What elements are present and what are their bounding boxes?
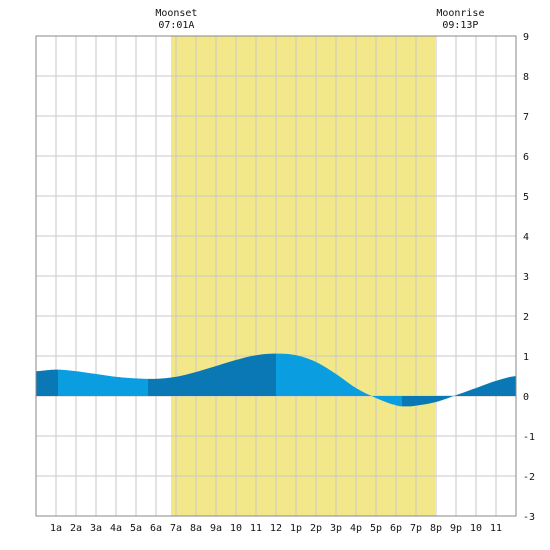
- x-tick-label: 7a: [170, 523, 182, 534]
- tide-band-dark: [402, 376, 516, 407]
- x-tick-label: 8a: [190, 523, 202, 534]
- x-tick-label: 6a: [150, 523, 162, 534]
- x-tick-label: 6p: [390, 523, 402, 534]
- y-tick-label: 3: [523, 272, 529, 283]
- x-tick-label: 1a: [50, 523, 62, 534]
- annotation-time: 07:01A: [158, 20, 194, 31]
- annotation-time: 09:13P: [442, 20, 478, 31]
- annotation-label: Moonrise: [436, 8, 484, 19]
- y-tick-label: 4: [523, 232, 529, 243]
- x-tick-label: 5a: [130, 523, 142, 534]
- x-axis-tick-labels: 1a 2a 3a 4a 5a 6a 7a 8a 9a 10 11 12 1p 2p 3p 4p 5p 6p 7p 8p…: [50, 523, 502, 534]
- plot-frame: [35, 35, 517, 517]
- y-tick-label: 5: [523, 192, 529, 203]
- x-tick-label: 2a: [70, 523, 82, 534]
- y-tick-label: 0: [523, 392, 529, 403]
- y-tick-label: -3: [523, 512, 535, 523]
- y-tick-label: 6: [523, 152, 529, 163]
- x-tick-label: 10: [470, 523, 482, 534]
- tide-band-light: [276, 353, 402, 407]
- x-tick-label: 9a: [210, 523, 222, 534]
- x-tick-label: 12: [270, 523, 282, 534]
- x-tick-label: 7p: [410, 523, 422, 534]
- y-tick-label: 1: [523, 352, 529, 363]
- x-tick-label: 3p: [330, 523, 342, 534]
- x-tick-label: 1p: [290, 523, 302, 534]
- tide-band-light: [58, 369, 148, 396]
- annotation-label: Moonset: [155, 8, 197, 19]
- grid: [36, 36, 516, 516]
- y-tick-label: 9: [523, 32, 529, 43]
- y-tick-label: 2: [523, 312, 529, 323]
- x-tick-label: 9p: [450, 523, 462, 534]
- x-tick-label: 2p: [310, 523, 322, 534]
- x-tick-label: 5p: [370, 523, 382, 534]
- y-tick-label: -2: [523, 472, 535, 483]
- x-tick-label: 3a: [90, 523, 102, 534]
- y-tick-label: 7: [523, 112, 529, 123]
- x-tick-label: 11: [250, 523, 262, 534]
- y-tick-label: 8: [523, 72, 529, 83]
- tide-band-dark: [36, 369, 58, 396]
- tide-band-dark: [148, 353, 276, 396]
- x-tick-label: 4p: [350, 523, 362, 534]
- y-tick-label: -1: [523, 432, 535, 443]
- x-tick-label: 11: [490, 523, 502, 534]
- tide-area: [36, 353, 516, 407]
- x-tick-label: 4a: [110, 523, 122, 534]
- x-tick-label: 8p: [430, 523, 442, 534]
- y-axis-tick-labels: -3 -2 -1 0 1 2 3 4 5 6 7 8 9: [523, 32, 535, 523]
- x-tick-label: 10: [230, 523, 242, 534]
